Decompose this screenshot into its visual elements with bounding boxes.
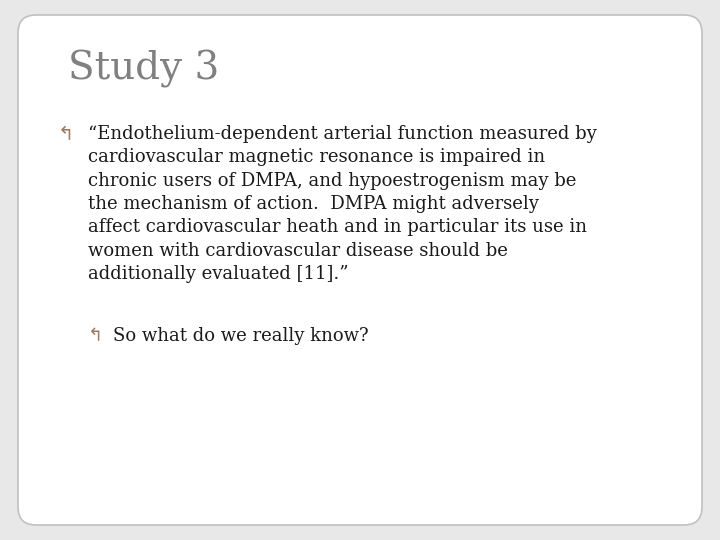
Text: ↰: ↰ <box>88 327 103 345</box>
Text: Study 3: Study 3 <box>68 50 220 88</box>
FancyBboxPatch shape <box>18 15 702 525</box>
Text: ↰: ↰ <box>58 125 74 144</box>
Text: “Endothelium-dependent arterial function measured by
cardiovascular magnetic res: “Endothelium-dependent arterial function… <box>88 125 597 283</box>
Text: So what do we really know?: So what do we really know? <box>113 327 369 345</box>
